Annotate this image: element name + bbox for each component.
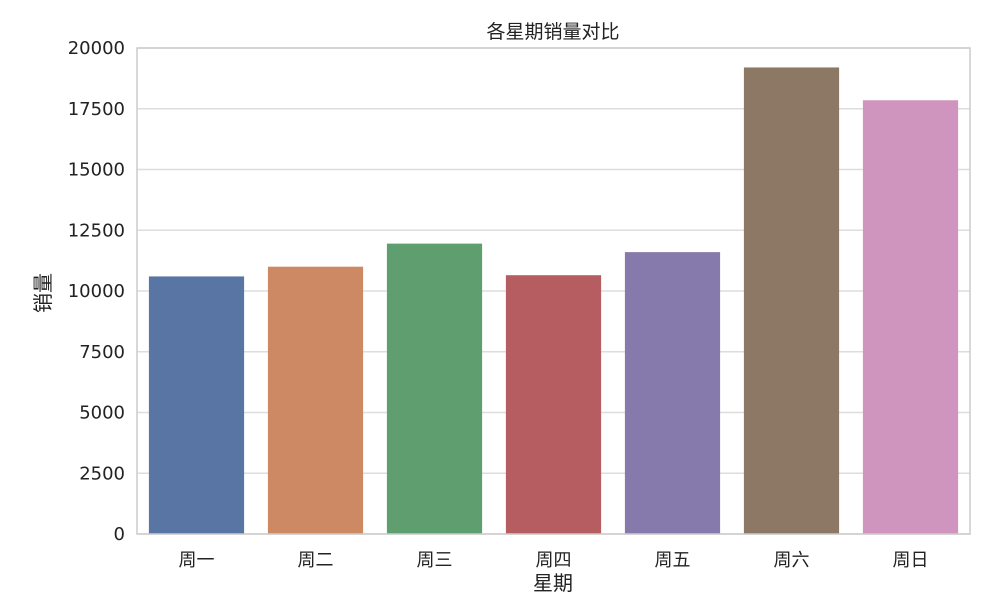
y-tick-label: 10000 (68, 281, 125, 302)
y-tick-label: 12500 (68, 220, 125, 241)
bar (148, 276, 245, 534)
y-tick-label: 20000 (68, 38, 125, 59)
y-axis-label: 销量 (31, 273, 55, 313)
x-axis-label: 星期 (533, 571, 573, 595)
x-tick-label: 周六 (774, 550, 810, 571)
bar (505, 275, 602, 534)
x-tick-labels: 周一 周二 周三 周四 周五 周六 周日 (179, 550, 929, 571)
bar (624, 252, 721, 534)
y-tick-label: 15000 (68, 160, 125, 181)
bars (148, 67, 959, 535)
y-tick-label: 0 (114, 524, 125, 545)
x-tick-label: 周二 (298, 550, 334, 571)
y-tick-labels: 0 2500 5000 7500 10000 12500 15000 17500 20000 (68, 38, 125, 545)
bar (862, 100, 959, 535)
x-tick-label: 周三 (417, 550, 453, 571)
x-tick-label: 周四 (536, 550, 572, 571)
bar (743, 67, 840, 534)
x-tick-label: 周一 (179, 550, 215, 571)
y-tick-label: 5000 (79, 403, 125, 424)
x-tick-label: 周日 (893, 550, 929, 571)
chart-title: 各星期销量对比 (486, 21, 619, 43)
bar (267, 266, 364, 534)
x-tick-label: 周五 (655, 550, 691, 571)
bar (386, 243, 483, 535)
y-tick-label: 17500 (68, 99, 125, 120)
y-tick-label: 7500 (79, 342, 125, 363)
plot-frame (136, 47, 971, 535)
y-tick-label: 2500 (79, 463, 125, 484)
